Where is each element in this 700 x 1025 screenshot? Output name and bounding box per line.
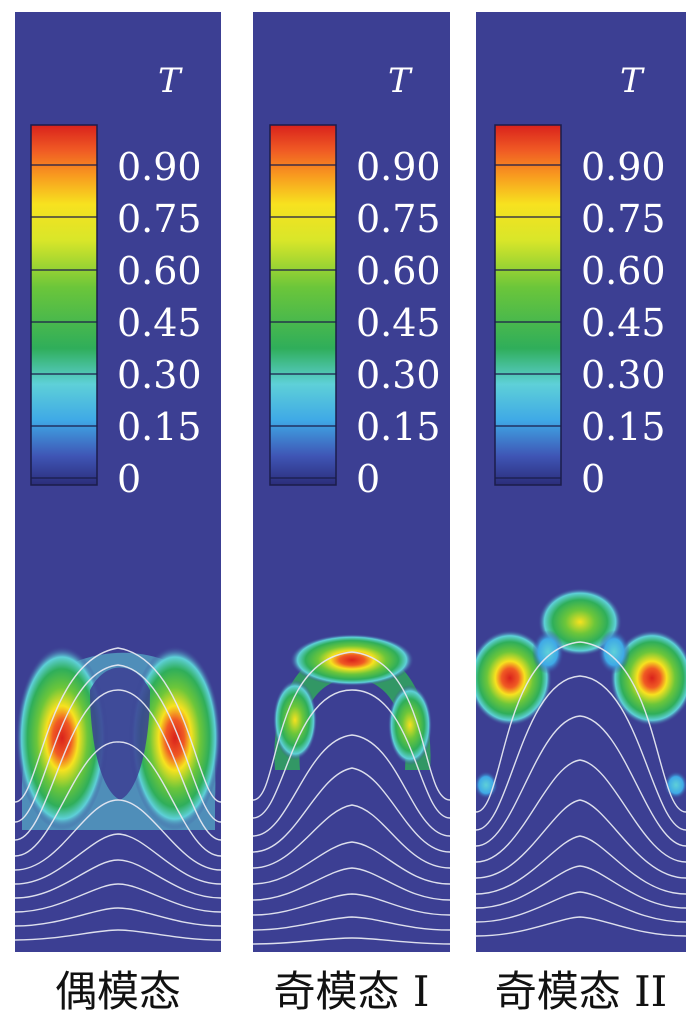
colorbar-gradient — [494, 124, 562, 486]
colorbar-tick-label: 0.15 — [117, 405, 202, 449]
panel-even-mode — [15, 12, 221, 952]
colorbar-tick-label: 0.75 — [581, 197, 666, 241]
streamlines — [253, 651, 450, 945]
colorbar-tick-label: 0.30 — [356, 353, 441, 397]
panel-caption-odd-mode-1: 奇模态 I — [273, 967, 430, 1016]
colorbar-tick-label: 0 — [117, 457, 141, 501]
colorbar: T 0.90 0.75 0.60 0.45 0.30 0.15 0 — [30, 61, 202, 501]
hotspot-right — [388, 685, 432, 765]
colorbar-tick-label: 0.60 — [581, 249, 666, 293]
colorbar-tick-label: 0.90 — [356, 145, 441, 189]
colorbar-title: T — [388, 61, 413, 101]
colorbar-tick-label: 0.90 — [117, 145, 202, 189]
streamlines — [476, 641, 686, 937]
panel-caption-even-mode: 偶模态 — [54, 967, 181, 1016]
colorbar-title: T — [620, 61, 645, 101]
colorbar-title: T — [158, 61, 183, 101]
panel-caption-odd-mode-2: 奇模态 II — [494, 967, 668, 1016]
hotspot-left — [273, 680, 317, 760]
hotspot-top — [290, 634, 414, 686]
colorbar-tick-label: 0.15 — [356, 405, 441, 449]
colorbar-gradient — [269, 124, 337, 486]
hotspot-left — [16, 646, 108, 830]
colorbar: T 0.90 0.75 0.60 0.45 0.30 0.15 0 — [269, 61, 441, 501]
colorbar-tick-label: 0 — [356, 457, 380, 501]
colorbar-tick-label: 0.90 — [581, 145, 666, 189]
colorbar-gradient — [30, 124, 98, 486]
colorbar-tick-label: 0.15 — [581, 405, 666, 449]
colorbar-tick-label: 0.45 — [356, 301, 441, 345]
colorbar-tick-label: 0 — [581, 457, 605, 501]
colorbar-tick-label: 0.60 — [356, 249, 441, 293]
colorbar-tick-label: 0.75 — [356, 197, 441, 241]
colorbar-tick-label: 0.45 — [117, 301, 202, 345]
temperature-field — [476, 588, 686, 799]
colorbar-tick-label: 0.30 — [117, 353, 202, 397]
hotspot-right — [129, 646, 221, 830]
colorbar-tick-label: 0.75 — [117, 197, 202, 241]
colorbar-group: T 0.90 0.75 0.60 0.45 0.30 0.15 0 T 0.90 0.75 0.60 0… — [30, 61, 666, 501]
colorbar: T 0.90 0.75 0.60 0.45 0.30 0.15 0 — [494, 61, 666, 501]
colorbar-tick-label: 0.30 — [581, 353, 666, 397]
streamlines — [15, 647, 221, 941]
colorbar-tick-label: 0.60 — [117, 249, 202, 293]
colorbar-tick-label: 0.45 — [581, 301, 666, 345]
